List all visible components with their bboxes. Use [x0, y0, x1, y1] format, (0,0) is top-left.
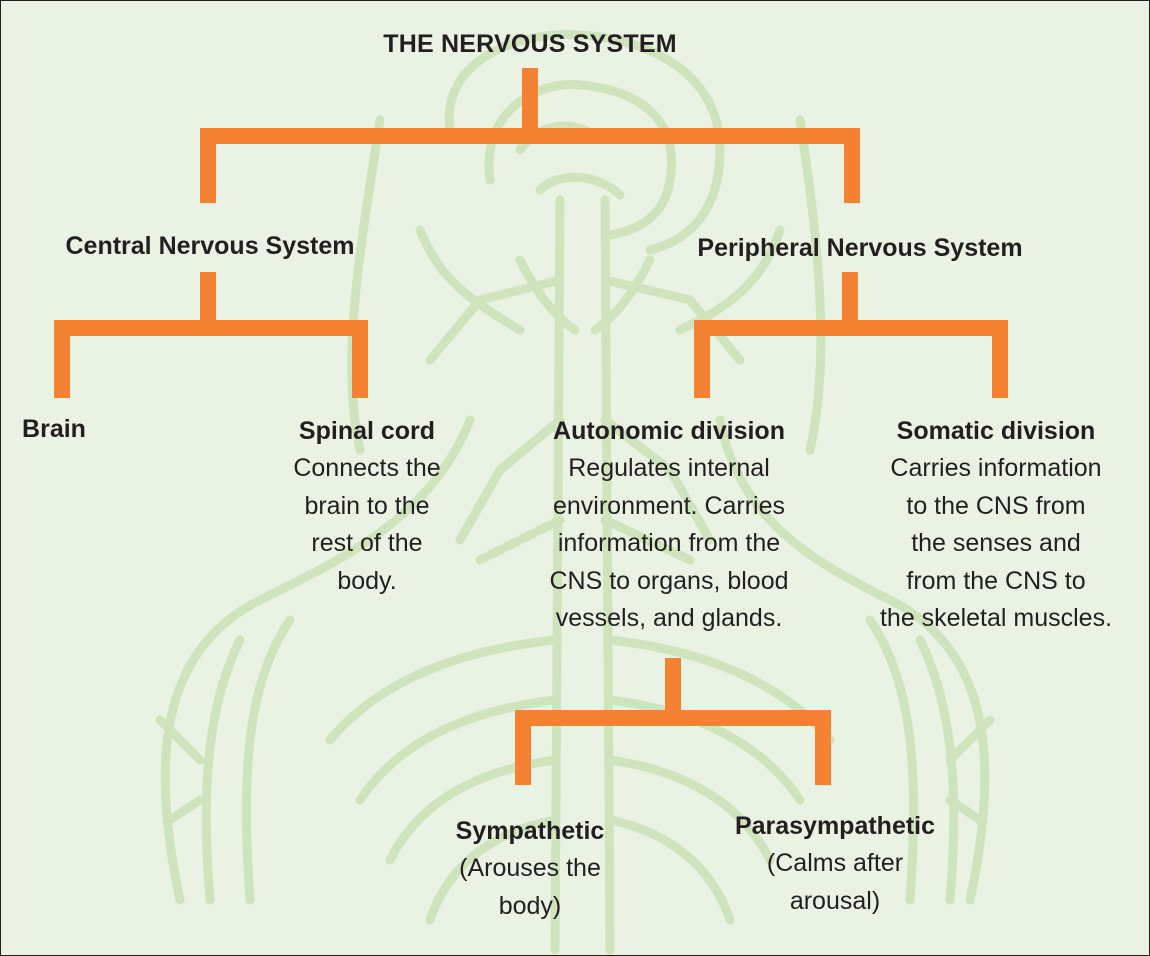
node-label: Peripheral Nervous System [697, 234, 1023, 262]
desc-line: Connects the [293, 454, 441, 482]
node-description: Connects the brain to the rest of the bo… [262, 450, 472, 600]
node-description: (Calms after arousal) [700, 845, 970, 920]
connector-cns [54, 272, 368, 398]
node-spinal-cord: Spinal cord Connects the brain to the re… [262, 413, 472, 600]
node-autonomic-division: Autonomic division Regulates internal en… [510, 413, 828, 638]
node-brain: Brain [0, 411, 108, 448]
node-sympathetic: Sympathetic (Arouses the body) [420, 813, 640, 925]
node-label: Central Nervous System [65, 232, 355, 260]
node-somatic-division: Somatic division Carries information to … [846, 413, 1146, 638]
desc-line: body. [337, 566, 397, 595]
node-label: Parasympathetic [734, 812, 936, 840]
node-label: Sympathetic [455, 817, 605, 845]
node-label: Spinal cord [298, 417, 436, 445]
desc-line: environment. Carries [552, 491, 786, 520]
desc-line: CNS to organs, blood [549, 566, 789, 595]
desc-line: Carries information [890, 454, 1102, 482]
connector-autonomic [515, 658, 831, 785]
connector-pns [694, 272, 1008, 398]
desc-line: Regulates internal [568, 454, 770, 482]
node-central-nervous-system: Central Nervous System [20, 228, 400, 265]
desc-line: arousal) [789, 886, 881, 915]
node-description: Carries information to the CNS from the … [846, 450, 1146, 638]
desc-line: brain to the [304, 491, 430, 520]
node-description: Regulates internal environment. Carries … [510, 450, 828, 638]
diagram-title: THE NERVOUS SYSTEM [383, 30, 677, 58]
desc-line: body) [498, 891, 562, 920]
desc-line: the skeletal muscles. [879, 604, 1113, 632]
desc-line: rest of the [311, 529, 423, 557]
desc-line: to the CNS from [906, 491, 1086, 520]
desc-line: information from the [557, 529, 781, 557]
node-parasympathetic: Parasympathetic (Calms after arousal) [700, 808, 970, 920]
node-label: Somatic division [896, 417, 1096, 445]
node-description: (Arouses the body) [420, 850, 640, 925]
desc-line: (Arouses the [459, 854, 601, 882]
connector-root [200, 68, 860, 203]
desc-line: (Calms after [766, 849, 904, 877]
desc-line: vessels, and glands. [555, 604, 783, 632]
node-label: Brain [22, 415, 86, 443]
node-peripheral-nervous-system: Peripheral Nervous System [640, 230, 1080, 267]
desc-line: from the CNS to [906, 566, 1086, 595]
desc-line: the senses and [911, 529, 1081, 557]
node-label: Autonomic division [553, 417, 785, 445]
